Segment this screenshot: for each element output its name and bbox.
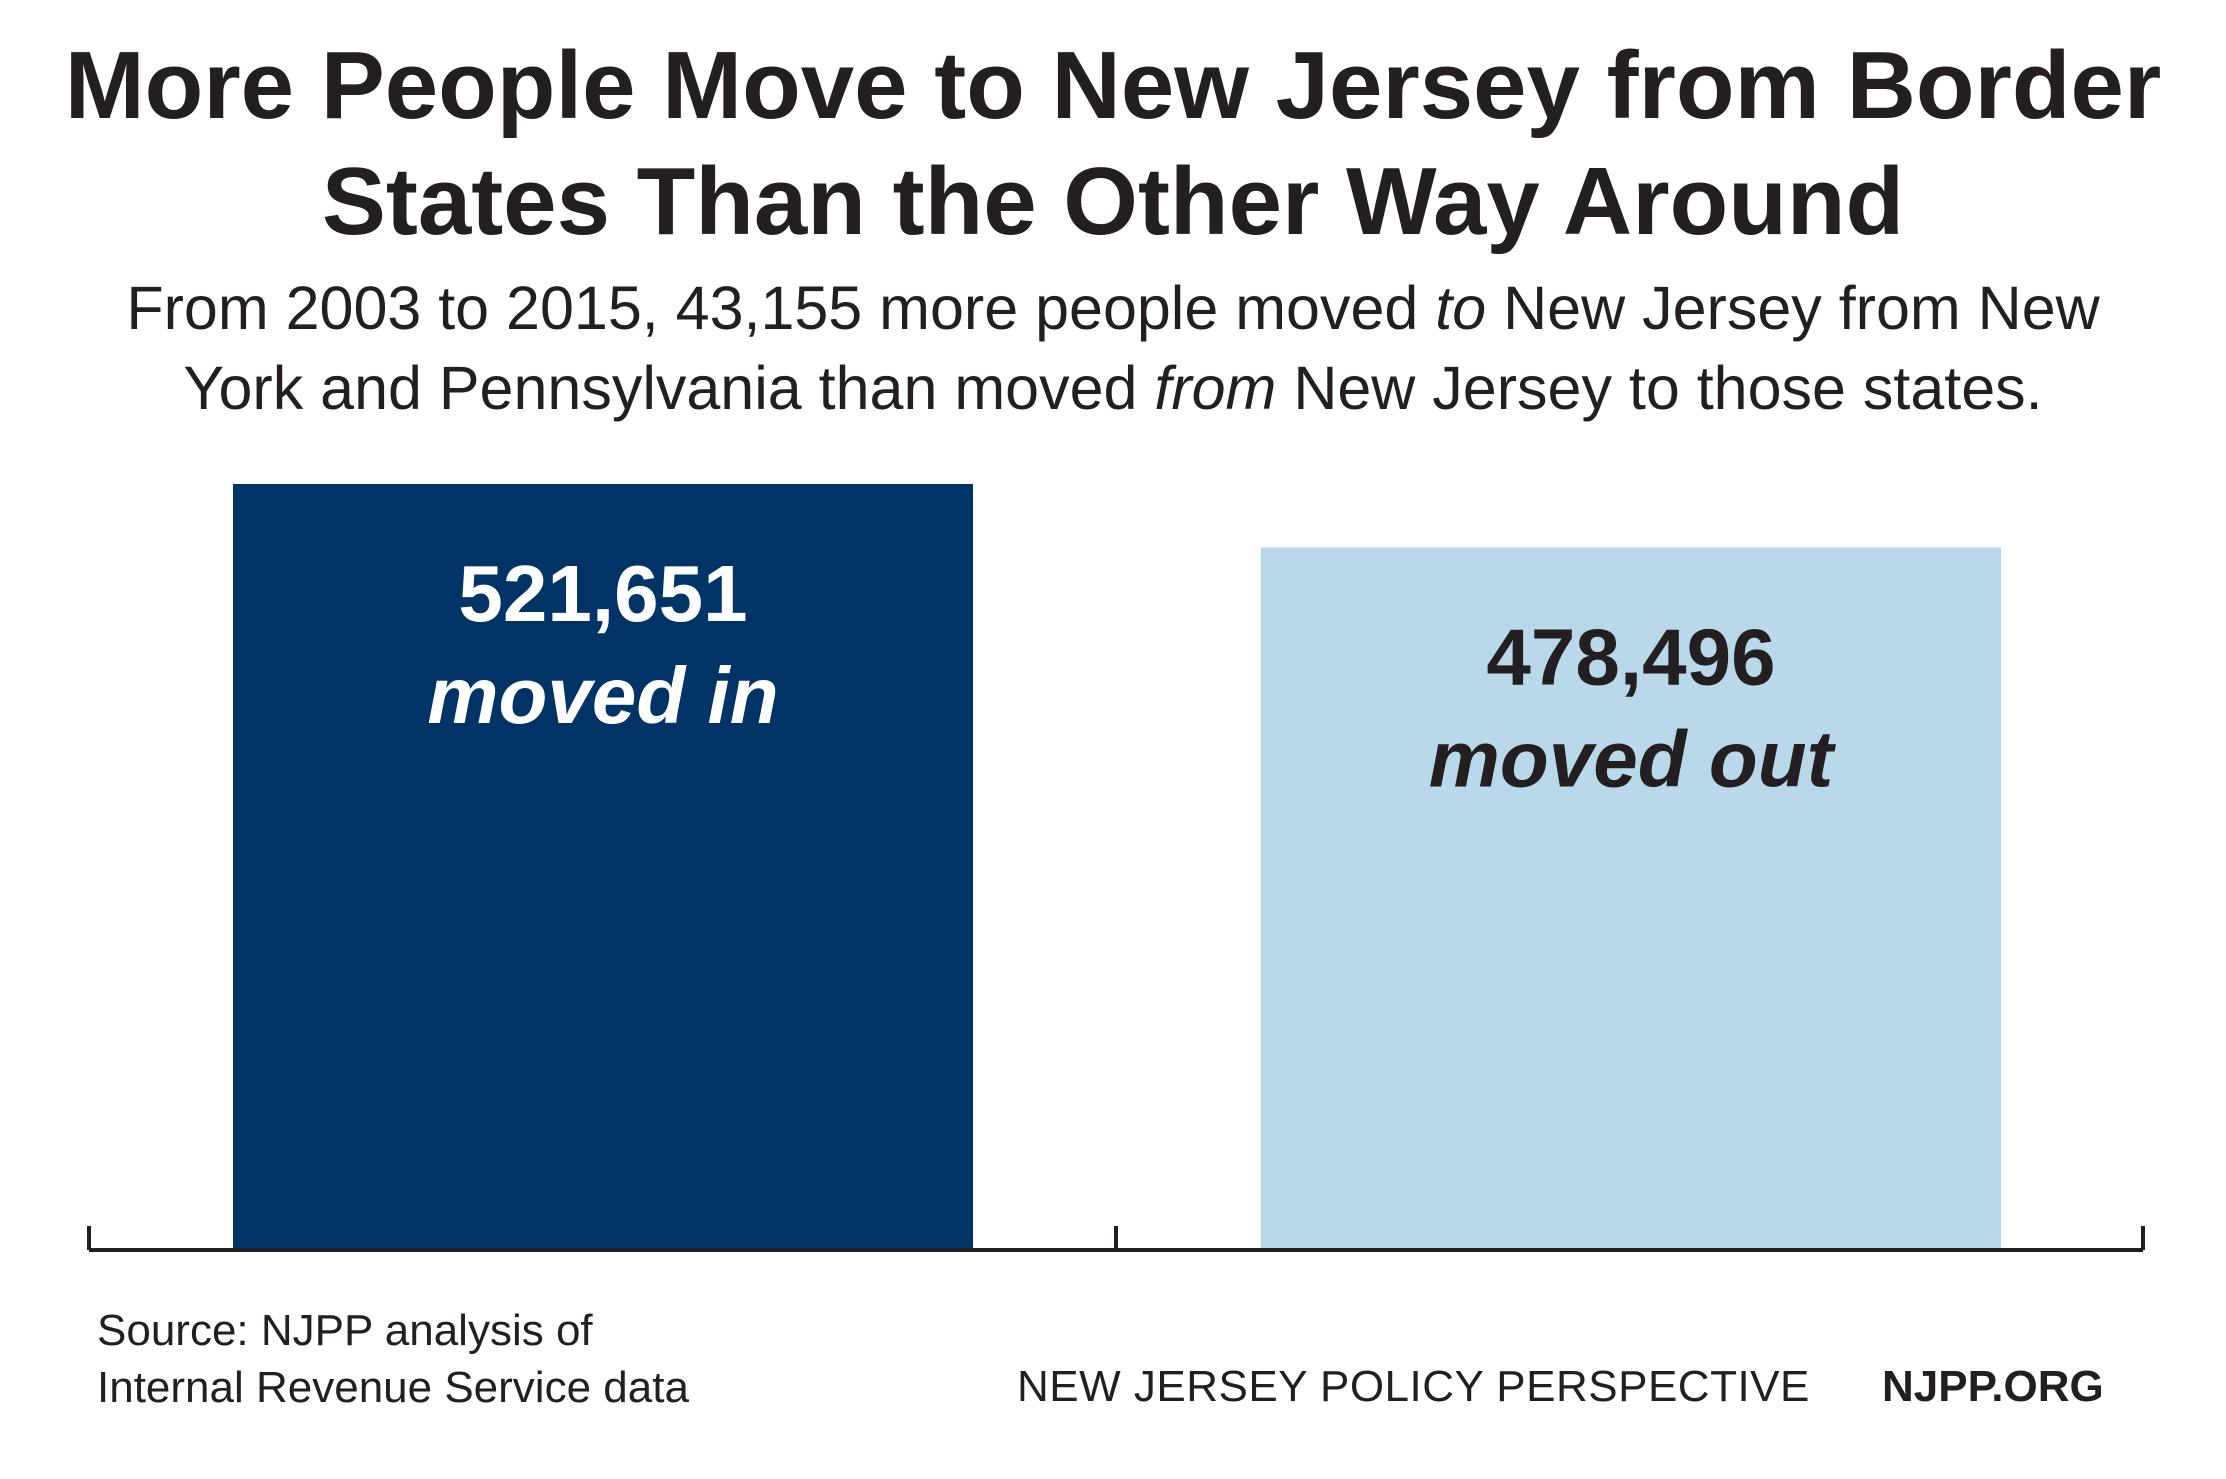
subtitle-emphasis: to (1435, 274, 1487, 342)
bar-category-label: moved out (1429, 714, 1837, 803)
subtitle-line-2: York and Pennsylvania than moved from Ne… (0, 348, 2226, 428)
subtitle-line-1: From 2003 to 2015, 43,155 more people mo… (0, 268, 2226, 348)
chart-subtitle: From 2003 to 2015, 43,155 more people mo… (0, 268, 2226, 428)
source-line-1: Source: NJPP analysis of (97, 1306, 593, 1355)
bar-value-label: 478,496 (1486, 612, 1775, 701)
bar-moved-out (1261, 547, 2001, 1250)
subtitle-text: New Jersey to those states. (1276, 354, 2043, 422)
chart-title-line-1: More People Move to New Jersey from Bord… (64, 32, 2162, 139)
source-line-2: Internal Revenue Service data (97, 1363, 689, 1412)
chart-title: More People Move to New Jersey from Bord… (0, 28, 2226, 260)
subtitle-text: From 2003 to 2015, 43,155 more people mo… (126, 274, 1436, 342)
chart-title-line-2: States Than the Other Way Around (321, 148, 1905, 255)
subtitle-text: New Jersey from New (1486, 274, 2100, 342)
subtitle-text: York and Pennsylvania than moved (183, 354, 1155, 422)
bar-category-label: moved in (427, 651, 778, 740)
bar-value-label: 521,651 (458, 549, 747, 638)
bar-moved-in (233, 484, 973, 1250)
organization-name: NEW JERSEY POLICY PERSPECTIVE (1017, 1362, 1810, 1411)
source-note: Source: NJPP analysis of Internal Revenu… (97, 1302, 689, 1416)
organization-url: NJPP.ORG (1882, 1362, 2104, 1411)
subtitle-emphasis: from (1154, 354, 1277, 422)
